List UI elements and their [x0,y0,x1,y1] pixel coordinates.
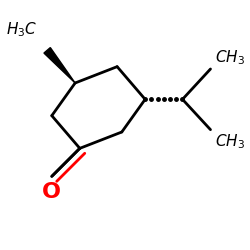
Text: $H_3C$: $H_3C$ [6,20,38,39]
Text: O: O [42,182,61,202]
Text: $CH_3$: $CH_3$ [215,48,245,67]
Text: $CH_3$: $CH_3$ [215,132,245,151]
Polygon shape [44,48,75,83]
